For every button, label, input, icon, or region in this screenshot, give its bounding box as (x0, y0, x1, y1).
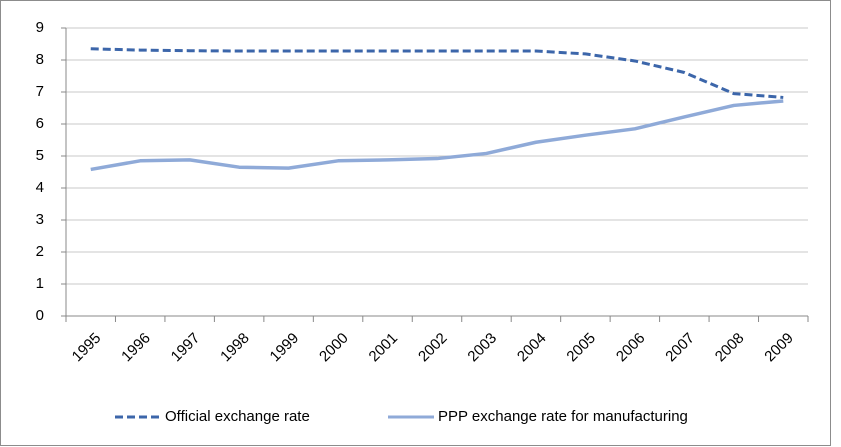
y-tick-label: 2 (36, 243, 44, 260)
y-tick-label: 0 (36, 307, 44, 324)
y-tick-label: 4 (36, 179, 44, 196)
legend-label: PPP exchange rate for manufacturing (438, 408, 688, 425)
y-tick-label: 7 (36, 83, 44, 100)
y-tick-label: 1 (36, 275, 44, 292)
legend-label: Official exchange rate (165, 408, 310, 425)
y-tick-label: 8 (36, 51, 44, 68)
data-line (90, 47, 784, 99)
data-line (90, 99, 784, 172)
y-tick-label: 6 (36, 115, 44, 132)
y-tick-label: 9 (36, 19, 44, 36)
y-tick-label: 5 (36, 147, 44, 164)
y-tick-label: 3 (36, 211, 44, 228)
